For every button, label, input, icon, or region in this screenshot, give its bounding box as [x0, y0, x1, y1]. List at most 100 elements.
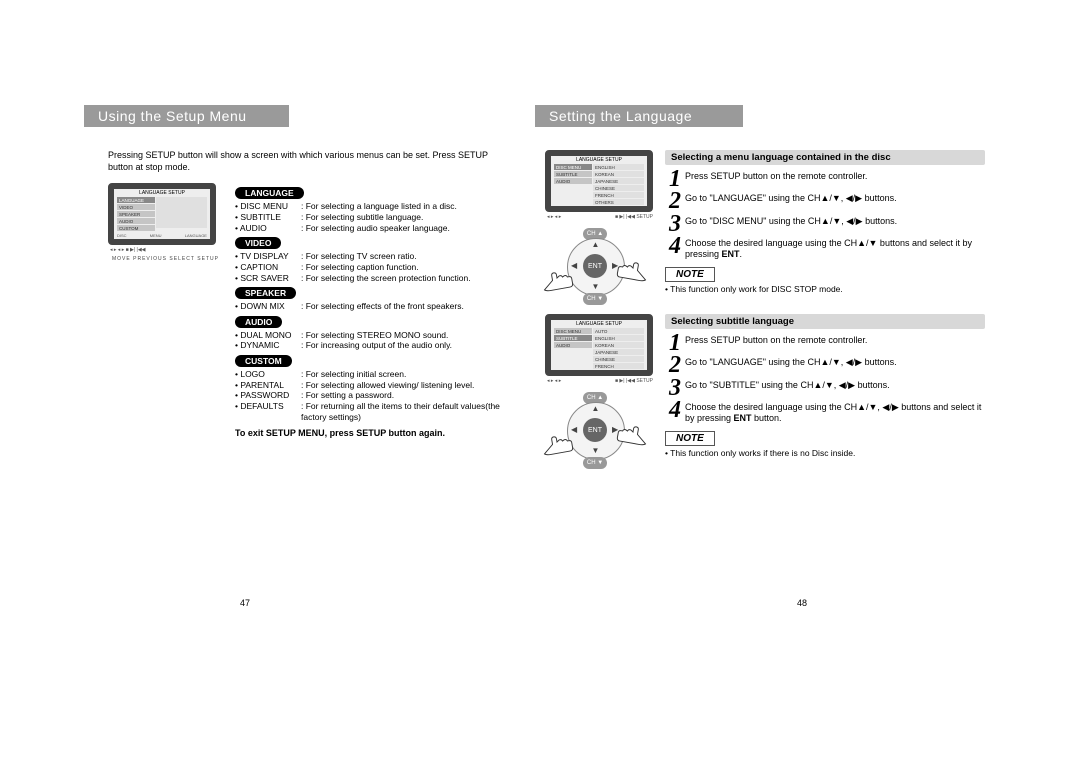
- tv-ft: ■ ▶| |◀◀ SETUP: [615, 378, 653, 384]
- step-number: 3: [665, 214, 685, 234]
- category-pill: CUSTOM: [235, 355, 292, 367]
- category-pill: VIDEO: [235, 237, 281, 249]
- right-text-2: Selecting subtitle language 1Press SETUP…: [665, 314, 985, 470]
- tv-tab: MENU: [150, 233, 162, 238]
- item-description: : For selecting caption function.: [301, 262, 513, 273]
- item-description: : For selecting subtitle language.: [301, 212, 513, 223]
- item-label: • LOGO: [235, 369, 301, 380]
- step-row: 2Go to "LANGUAGE" using the CH▲/▼, ◀/▶ b…: [665, 191, 985, 211]
- category-pill: AUDIO: [235, 316, 282, 328]
- tv-ft: ◂ ▸ ◂ ▸: [547, 214, 561, 220]
- note-text: • This function only work for DISC STOP …: [665, 284, 985, 294]
- item-label: • DUAL MONO: [235, 330, 301, 341]
- category-pill: SPEAKER: [235, 287, 296, 299]
- step-text: Go to "SUBTITLE" using the CH▲/▼, ◀/▶ bu…: [685, 378, 985, 391]
- remote-pad-icon: CH ▲ ENT ▲ ▼ ◀ ▶ CH ▼: [545, 392, 645, 470]
- pad-ch-down: CH ▼: [583, 293, 607, 305]
- triangle-down-icon: ▼: [592, 282, 600, 291]
- definition-row: • DYNAMIC: For increasing output of the …: [235, 340, 513, 351]
- item-description: : For returning all the items to their d…: [301, 401, 513, 422]
- tv-row: AUDIO: [554, 178, 592, 184]
- step-text: Go to "DISC MENU" using the CH▲/▼, ◀/▶ b…: [685, 214, 985, 227]
- tv-screen-mock: LANGUAGE SETUP LANGUAGE VIDEO SPEAKER AU…: [108, 183, 216, 245]
- pad-ent-button: ENT: [583, 418, 607, 442]
- step-number: 1: [665, 333, 685, 353]
- intro-text: Pressing SETUP button will show a screen…: [108, 150, 513, 173]
- note-label: NOTE: [665, 431, 715, 446]
- tv-button-row: ◂ ▸ ◂ ▸ ■ ▶| |◀◀: [108, 245, 223, 253]
- left-text-column: LANGUAGE • DISC MENU: For selecting a lan…: [235, 183, 513, 438]
- tv-row: AUDIO: [554, 342, 592, 348]
- item-description: : For selecting effects of the front spe…: [301, 301, 513, 312]
- tv-title: LANGUAGE SETUP: [551, 156, 647, 164]
- tv-title: LANGUAGE SETUP: [551, 320, 647, 328]
- tv-ft: SELECT: [169, 256, 194, 262]
- section-header: Selecting a menu language contained in t…: [665, 150, 985, 165]
- step-text: Press SETUP button on the remote control…: [685, 333, 985, 346]
- step-text: Go to "LANGUAGE" using the CH▲/▼, ◀/▶ bu…: [685, 191, 985, 204]
- tv-screen-mock: LANGUAGE SETUP DISC MENUSUBTITLEAUDIO AU…: [545, 314, 653, 376]
- tv-outer-footer: MOVE PREVIOUS SELECT SETUP: [108, 253, 223, 262]
- tv-ft: ■ ▶| |◀◀ SETUP: [615, 214, 653, 220]
- item-label: • PASSWORD: [235, 390, 301, 401]
- step-text: Go to "LANGUAGE" using the CH▲/▼, ◀/▶ bu…: [685, 355, 985, 368]
- tv-row: JAPANESE: [593, 349, 644, 355]
- tv-row-hl: DISC MENU: [554, 164, 592, 170]
- definition-row: • CAPTION: For selecting caption functio…: [235, 262, 513, 273]
- pad-ch-down: CH ▼: [583, 457, 607, 469]
- left-illustration-column: LANGUAGE SETUP LANGUAGE VIDEO SPEAKER AU…: [108, 183, 223, 438]
- category-pill: LANGUAGE: [235, 187, 304, 199]
- step-number: 4: [665, 400, 685, 420]
- item-label: • CAPTION: [235, 262, 301, 273]
- step-number: 4: [665, 236, 685, 256]
- item-description: : For selecting the screen protection fu…: [301, 273, 513, 284]
- step-row: 2Go to "LANGUAGE" using the CH▲/▼, ◀/▶ b…: [665, 355, 985, 375]
- tv-tab: LANGUAGE: [185, 233, 207, 238]
- step-number: 3: [665, 378, 685, 398]
- hand-icon: [615, 251, 651, 284]
- triangle-up-icon: ▲: [592, 404, 600, 413]
- item-label: • DISC MENU: [235, 201, 301, 212]
- item-description: : For increasing output of the audio onl…: [301, 340, 513, 351]
- hand-icon: [539, 425, 575, 458]
- tv-row: VIDEO: [117, 204, 155, 210]
- tv-row: CUSTOM: [117, 225, 155, 231]
- tv-title: LANGUAGE SETUP: [114, 189, 210, 197]
- item-description: : For selecting a language listed in a d…: [301, 201, 513, 212]
- step-text: Choose the desired language using the CH…: [685, 236, 985, 261]
- step-number: 2: [665, 191, 685, 211]
- exit-note: To exit SETUP MENU, press SETUP button a…: [235, 428, 513, 438]
- step-row: 1Press SETUP button on the remote contro…: [665, 169, 985, 189]
- definition-row: • SUBTITLE: For selecting subtitle langu…: [235, 212, 513, 223]
- tv-row: CHINESE: [593, 185, 644, 191]
- triangle-down-icon: ▼: [592, 446, 600, 455]
- tv-row-hl: LANGUAGE: [117, 197, 155, 203]
- item-label: • DYNAMIC: [235, 340, 301, 351]
- item-description: : For setting a password.: [301, 390, 513, 401]
- tv-row: AUTO: [593, 328, 644, 334]
- definition-row: • DISC MENU: For selecting a language li…: [235, 201, 513, 212]
- tv-row: SPEAKER: [117, 211, 155, 217]
- section-header: Selecting subtitle language: [665, 314, 985, 329]
- tv-row: OTHERS: [593, 199, 644, 205]
- tv-row: FRENCH: [593, 192, 644, 198]
- document-spread: Using the Setup Menu Setting the Languag…: [0, 0, 1080, 763]
- tv-screen-mock: LANGUAGE SETUP DISC MENUSUBTITLEAUDIO EN…: [545, 150, 653, 212]
- item-description: : For selecting audio speaker language.: [301, 223, 513, 234]
- item-label: • SUBTITLE: [235, 212, 301, 223]
- page-number-right: 48: [797, 598, 807, 608]
- tv-ft: DISC MENU LANGUAGE: [554, 207, 600, 212]
- item-label: • PARENTAL: [235, 380, 301, 391]
- note-text: • This function only works if there is n…: [665, 448, 985, 458]
- hand-icon: [539, 261, 575, 294]
- right-text-1: Selecting a menu language contained in t…: [665, 150, 985, 306]
- tv-ft: SETUP: [197, 256, 219, 262]
- tv-row: OFF: [593, 370, 644, 376]
- item-label: • TV DISPLAY: [235, 251, 301, 262]
- right-page-content: LANGUAGE SETUP DISC MENUSUBTITLEAUDIO EN…: [545, 150, 985, 478]
- remote-pad-icon: CH ▲ ENT ▲ ▼ ◀ ▶ CH ▼: [545, 228, 645, 306]
- definition-row: • LOGO: For selecting initial screen.: [235, 369, 513, 380]
- tv-row: JAPANESE: [593, 178, 644, 184]
- tv-row: CHINESE: [593, 356, 644, 362]
- step-number: 2: [665, 355, 685, 375]
